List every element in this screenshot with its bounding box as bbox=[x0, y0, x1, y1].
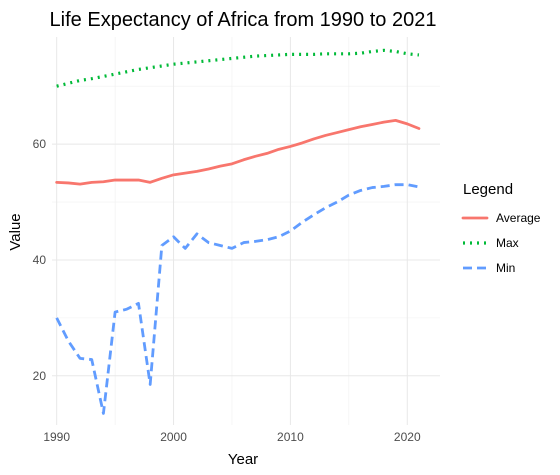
series-line-average bbox=[55, 118, 421, 186]
legend-label-max: Max bbox=[496, 236, 519, 250]
x-tick-label: 1990 bbox=[43, 430, 70, 444]
grid-layer bbox=[52, 37, 440, 425]
legend-item-max: Max bbox=[463, 236, 519, 250]
legend-item-min: Min bbox=[463, 261, 515, 275]
y-axis-title: Value bbox=[7, 213, 24, 250]
x-axis-title: Year bbox=[228, 451, 258, 468]
chart-title: Life Expectancy of Africa from 1990 to 2… bbox=[50, 9, 437, 31]
y-tick-label: 60 bbox=[33, 137, 47, 151]
y-tick-label: 40 bbox=[33, 253, 47, 267]
y-tick-label: 20 bbox=[33, 369, 47, 383]
x-tick-label: 2020 bbox=[394, 430, 421, 444]
legend-label-average: Average bbox=[496, 211, 541, 225]
series-line-min bbox=[55, 183, 420, 415]
legend-label-min: Min bbox=[496, 261, 515, 275]
series-layer bbox=[55, 48, 421, 415]
x-tick-label: 2010 bbox=[277, 430, 304, 444]
legend-items: Average Max Min bbox=[461, 211, 541, 275]
legend: Legend Average Max Min bbox=[461, 181, 541, 275]
legend-title: Legend bbox=[463, 181, 513, 198]
legend-item-average: Average bbox=[461, 211, 541, 225]
series-line-max bbox=[56, 48, 420, 88]
x-tick-label: 2000 bbox=[160, 430, 187, 444]
